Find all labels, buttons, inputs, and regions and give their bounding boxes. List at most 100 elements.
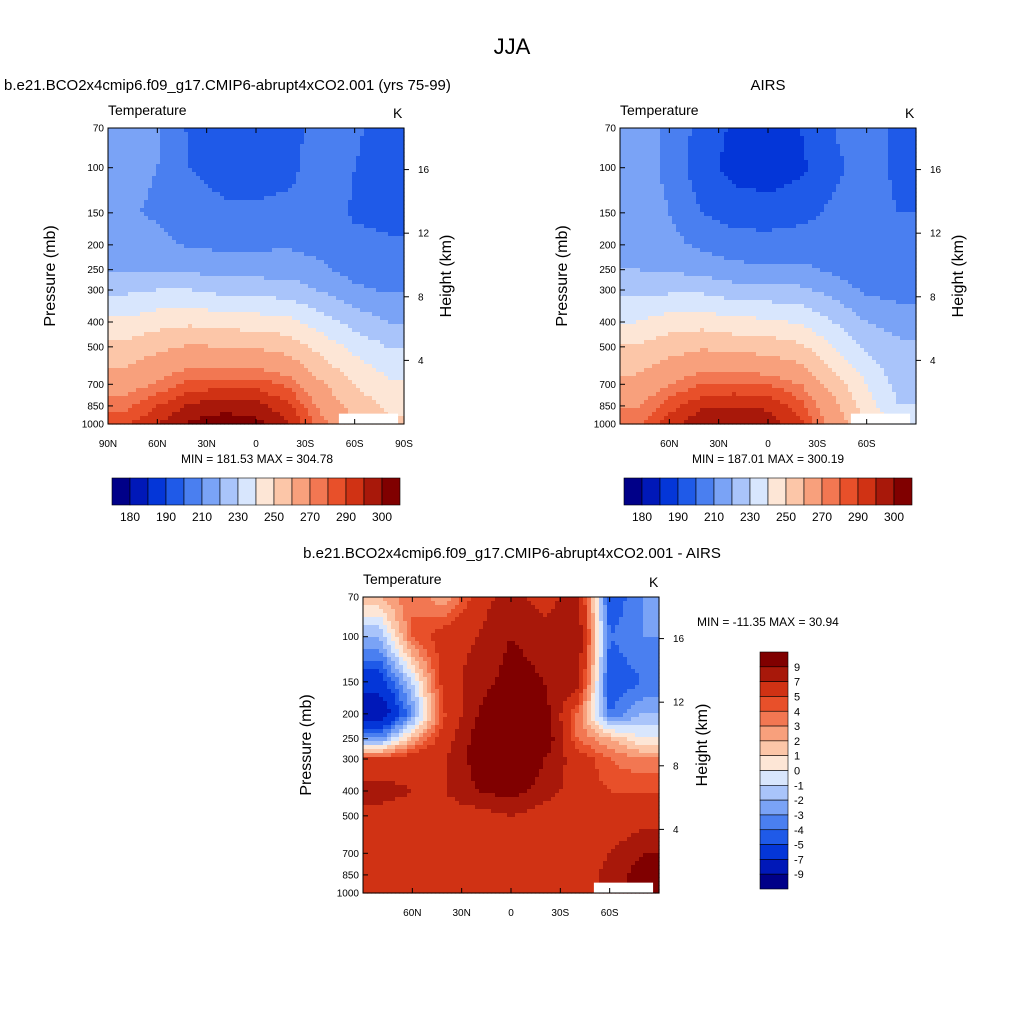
colorbar-box — [760, 771, 788, 786]
colorbar-box — [732, 478, 750, 505]
colorbar-box — [346, 478, 364, 505]
panel1-ytick-label: 250 — [87, 265, 104, 276]
panel3-ytick-label: 300 — [342, 754, 359, 765]
colorbar-label: -3 — [794, 810, 804, 822]
colorbar-box — [202, 478, 220, 505]
colorbar-box — [184, 478, 202, 505]
panel2-xtick-label: 30N — [709, 439, 727, 450]
panel2-ytick-label: 400 — [599, 318, 616, 329]
panel1-ytick-label: 300 — [87, 285, 104, 296]
panel3-y2tick-label: 8 — [673, 761, 679, 772]
colorbar-box — [112, 478, 130, 505]
panel3-ytick-label: 400 — [342, 787, 359, 798]
panel2-xtick-label: 60N — [660, 439, 678, 450]
panel2-ytick-label: 70 — [605, 124, 617, 135]
panel3-y2label: Height (km) — [694, 704, 712, 787]
colorbar-box — [822, 478, 840, 505]
panel3-ytick-label: 1000 — [337, 889, 360, 900]
panel3-colorbar — [760, 652, 788, 889]
colorbar-box — [660, 478, 678, 505]
panel1-y2tick-label: 8 — [418, 292, 424, 303]
colorbar-label: 210 — [192, 510, 212, 524]
colorbar-box — [678, 478, 696, 505]
colorbar-box — [760, 756, 788, 771]
colorbar-label: 5 — [794, 691, 800, 703]
panel1-missing-data — [339, 414, 398, 424]
panel3-stats: MIN = -11.35 MAX = 30.94 — [697, 615, 839, 629]
colorbar-label: 2 — [794, 736, 800, 748]
panel1-ytick-label: 500 — [87, 342, 104, 353]
panel3-y2tick-label: 4 — [673, 825, 679, 836]
panel2-title: AIRS — [750, 77, 785, 94]
colorbar-label: 4 — [794, 706, 800, 718]
panel1-ytick-label: 200 — [87, 240, 104, 251]
panel3-ytick-label: 200 — [342, 709, 359, 720]
panel2-y2label: Height (km) — [950, 235, 968, 318]
panel1-field — [108, 128, 405, 425]
panel3-ytick-label: 500 — [342, 811, 359, 822]
colorbar-box — [624, 478, 642, 505]
colorbar-box — [256, 478, 274, 505]
panel2-ytick-label: 700 — [599, 380, 616, 391]
colorbar-label: -7 — [794, 854, 804, 866]
colorbar-label: 300 — [884, 510, 904, 524]
panel2-ytick-label: 850 — [599, 401, 616, 412]
panel3-y2tick-label: 16 — [673, 634, 685, 645]
panel3-ytick-label: 100 — [342, 632, 359, 643]
colorbar-label: 210 — [704, 510, 724, 524]
colorbar-box — [130, 478, 148, 505]
panel1-xtick-label: 60N — [148, 439, 166, 450]
colorbar-label: 190 — [668, 510, 688, 524]
panel1-ytick-label: 70 — [93, 124, 105, 135]
panel2-ytick-label: 200 — [599, 240, 616, 251]
panel1-y2label: Height (km) — [438, 235, 456, 318]
panel2-field — [620, 128, 917, 425]
colorbar-label: -5 — [794, 840, 804, 852]
panel1-xtick-label: 30N — [197, 439, 215, 450]
panel2-colorbar — [624, 478, 912, 505]
colorbar-box — [760, 830, 788, 845]
panel3-xtick-label: 60N — [403, 908, 421, 919]
colorbar-label: -2 — [794, 795, 804, 807]
colorbar-box — [382, 478, 400, 505]
panel3-ytick-label: 150 — [342, 677, 359, 688]
colorbar-label: 180 — [632, 510, 652, 524]
colorbar-label: 180 — [120, 510, 140, 524]
panel2-xtick-label: 60S — [858, 439, 876, 450]
colorbar-box — [760, 667, 788, 682]
colorbar-label: 190 — [156, 510, 176, 524]
panel1-ytick-label: 1000 — [82, 420, 105, 431]
panel2-y2tick-label: 12 — [930, 229, 942, 240]
colorbar-label: 230 — [228, 510, 248, 524]
panel2-ylabel: Pressure (mb) — [554, 225, 572, 326]
colorbar-label: 7 — [794, 677, 800, 689]
colorbar-box — [238, 478, 256, 505]
colorbar-label: 0 — [794, 766, 800, 778]
colorbar-box — [760, 800, 788, 815]
colorbar-box — [760, 845, 788, 860]
panel2-y2tick-label: 4 — [930, 356, 936, 367]
colorbar-label: -9 — [794, 869, 804, 881]
panel3-ytick-label: 70 — [348, 593, 360, 604]
panel2-ytick-label: 250 — [599, 265, 616, 276]
colorbar-label: 300 — [372, 510, 392, 524]
colorbar-box — [894, 478, 912, 505]
colorbar-label: 9 — [794, 662, 800, 674]
colorbar-box — [804, 478, 822, 505]
colorbar-box — [760, 785, 788, 800]
panel1-y2tick-label: 16 — [418, 165, 430, 176]
colorbar-box — [840, 478, 858, 505]
colorbar-box — [760, 652, 788, 667]
panel1-ytick-label: 100 — [87, 163, 104, 174]
panel2-ytick-label: 150 — [599, 208, 616, 219]
panel2-xtick-label: 0 — [765, 439, 771, 450]
colorbar-box — [760, 711, 788, 726]
colorbar-label: 290 — [336, 510, 356, 524]
colorbar-box — [876, 478, 894, 505]
colorbar-box — [714, 478, 732, 505]
panel1-ytick-label: 400 — [87, 318, 104, 329]
colorbar-box — [760, 682, 788, 697]
panel3-variable: Temperature — [363, 571, 442, 587]
panel3-ytick-label: 250 — [342, 734, 359, 745]
panel2-y2tick-label: 8 — [930, 292, 936, 303]
